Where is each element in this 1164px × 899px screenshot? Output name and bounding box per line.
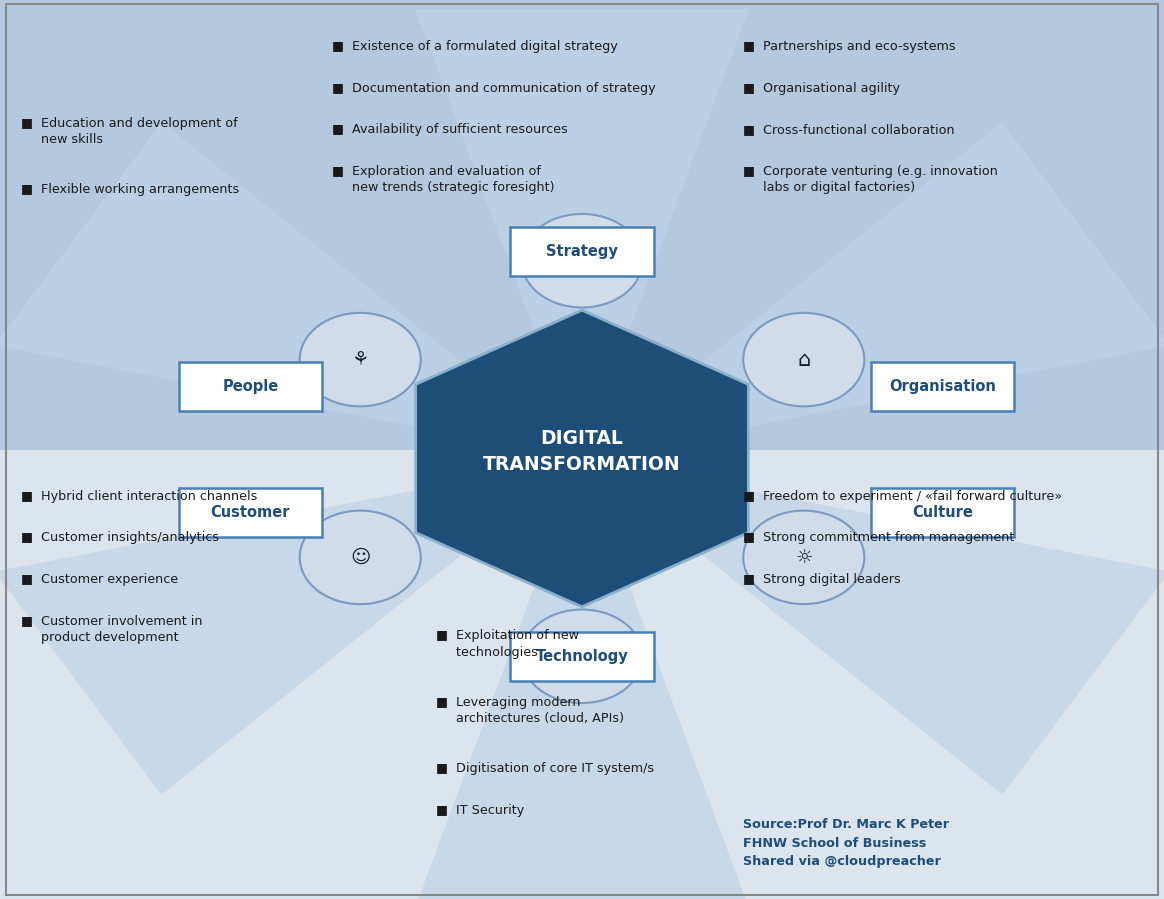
Text: ■  Leveraging modern
     architectures (cloud, APIs): ■ Leveraging modern architectures (cloud…: [436, 696, 625, 725]
Text: ■  Strong digital leaders: ■ Strong digital leaders: [743, 573, 901, 585]
Text: ⚘: ⚘: [352, 350, 369, 369]
Circle shape: [299, 511, 420, 604]
Text: Strategy: Strategy: [546, 245, 618, 259]
FancyBboxPatch shape: [510, 227, 653, 276]
Text: Organisation: Organisation: [889, 379, 996, 394]
FancyBboxPatch shape: [871, 362, 1014, 411]
Text: People: People: [222, 379, 278, 394]
Text: Technology: Technology: [535, 649, 629, 663]
Text: Source:Prof Dr. Marc K Peter
FHNW School of Business
Shared via @cloudpreacher: Source:Prof Dr. Marc K Peter FHNW School…: [743, 818, 949, 868]
Text: ■  Availability of sufficient resources: ■ Availability of sufficient resources: [332, 123, 568, 136]
Text: ■  Corporate venturing (e.g. innovation
     labs or digital factories): ■ Corporate venturing (e.g. innovation l…: [743, 165, 998, 194]
Text: DIGITAL
TRANSFORMATION: DIGITAL TRANSFORMATION: [483, 429, 681, 474]
FancyBboxPatch shape: [178, 488, 321, 537]
Text: ■  Strong commitment from management: ■ Strong commitment from management: [743, 531, 1014, 544]
FancyBboxPatch shape: [0, 450, 1164, 899]
Text: ■  Digitisation of core IT system/s: ■ Digitisation of core IT system/s: [436, 762, 654, 775]
Text: ■  Customer involvement in
     product development: ■ Customer involvement in product develo…: [21, 614, 203, 644]
Text: ■  Flexible working arrangements: ■ Flexible working arrangements: [21, 183, 240, 196]
Text: ■  Partnerships and eco-systems: ■ Partnerships and eco-systems: [743, 40, 956, 53]
Text: ■  Existence of a formulated digital strategy: ■ Existence of a formulated digital stra…: [332, 40, 617, 53]
Text: ■  Cross-functional collaboration: ■ Cross-functional collaboration: [743, 123, 954, 136]
Text: ■  Organisational agility: ■ Organisational agility: [743, 82, 900, 94]
Polygon shape: [416, 458, 748, 899]
Circle shape: [521, 610, 643, 703]
FancyBboxPatch shape: [0, 0, 1164, 450]
FancyBboxPatch shape: [510, 632, 653, 681]
Text: ■  Education and development of
     new skills: ■ Education and development of new skill…: [21, 117, 237, 147]
Text: ■  Exploration and evaluation of
     new trends (strategic foresight): ■ Exploration and evaluation of new tren…: [332, 165, 554, 194]
Polygon shape: [416, 310, 748, 607]
Text: ☺: ☺: [350, 547, 370, 567]
Text: ☼: ☼: [795, 547, 812, 567]
Circle shape: [521, 214, 643, 307]
FancyBboxPatch shape: [178, 362, 321, 411]
Text: ■  Exploitation of new
     technologies: ■ Exploitation of new technologies: [436, 629, 580, 659]
Text: Customer: Customer: [211, 505, 290, 520]
Polygon shape: [582, 458, 1164, 795]
Text: ••
•: •• •: [570, 240, 594, 281]
Text: ⌨: ⌨: [568, 646, 596, 666]
Text: ■  Hybrid client interaction channels: ■ Hybrid client interaction channels: [21, 490, 257, 503]
Polygon shape: [0, 122, 582, 458]
Text: ⌂: ⌂: [797, 350, 810, 369]
Text: ■  IT Security: ■ IT Security: [436, 804, 525, 816]
Circle shape: [299, 313, 420, 406]
Text: Culture: Culture: [913, 505, 973, 520]
Circle shape: [744, 511, 865, 604]
FancyBboxPatch shape: [871, 488, 1014, 537]
Polygon shape: [416, 9, 748, 458]
Polygon shape: [0, 458, 582, 795]
Text: ■  Customer insights/analytics: ■ Customer insights/analytics: [21, 531, 219, 544]
Text: ■  Documentation and communication of strategy: ■ Documentation and communication of str…: [332, 82, 655, 94]
Polygon shape: [582, 122, 1164, 458]
Text: ■  Freedom to experiment / «fail forward culture»: ■ Freedom to experiment / «fail forward …: [743, 490, 1062, 503]
Circle shape: [744, 313, 865, 406]
Text: ■  Customer experience: ■ Customer experience: [21, 573, 178, 585]
